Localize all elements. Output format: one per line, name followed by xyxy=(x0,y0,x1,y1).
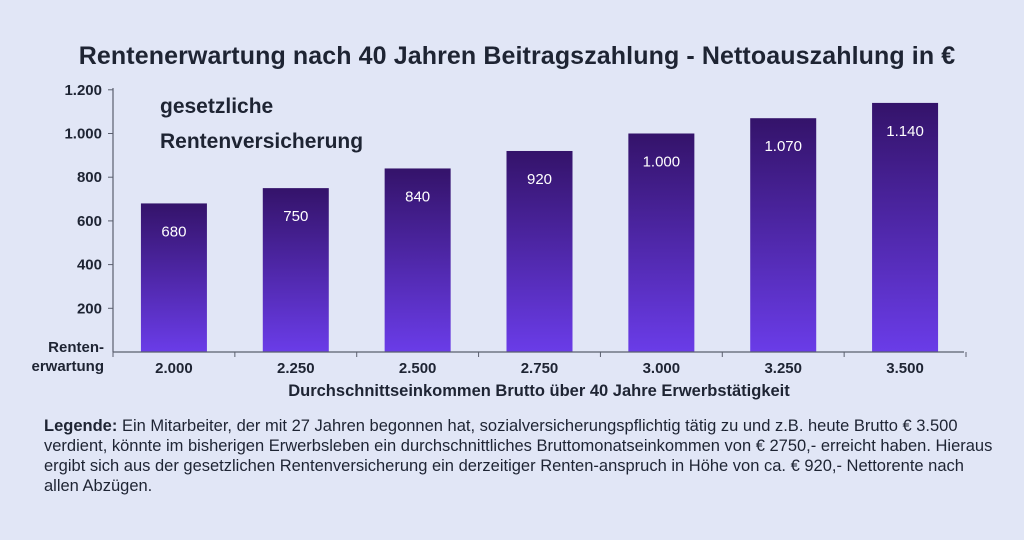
bar xyxy=(384,168,451,352)
bar xyxy=(506,150,573,352)
y-axis-label-line-1: Renten- xyxy=(48,339,104,356)
bar xyxy=(628,133,695,352)
x-tick-label: 2.750 xyxy=(521,360,559,377)
x-tick-label: 2.000 xyxy=(155,360,193,377)
y-axis-label-line-2: erwartung xyxy=(31,358,104,375)
x-axis-label: Durchschnittseinkommen Brutto über 40 Ja… xyxy=(288,382,790,400)
legend-label: Legende: xyxy=(44,417,118,435)
bar-value-label: 680 xyxy=(161,223,186,240)
y-axis-ticks: 200 400 600 800 1.000 1.200 xyxy=(64,82,113,317)
y-tick-label: 200 xyxy=(77,300,102,317)
y-tick-label: 1.200 xyxy=(64,82,102,99)
bar-value-label: 920 xyxy=(527,171,552,188)
legend-body: Ein Mitarbeiter, der mit 27 Jahren begon… xyxy=(44,417,993,495)
bars: 680 750 840 920 1.000 1.070 1.140 xyxy=(140,102,939,352)
bar-value-label: 750 xyxy=(283,208,308,225)
y-tick-label: 800 xyxy=(77,169,102,186)
bar-value-label: 1.070 xyxy=(764,138,802,155)
bar-value-label: 840 xyxy=(405,188,430,205)
bar xyxy=(262,188,329,352)
annotation-line-2: Rentenversicherung xyxy=(160,130,363,153)
chart-annotation: gesetzliche Rentenversicherung xyxy=(160,95,363,153)
y-tick-label: 600 xyxy=(77,213,102,230)
bar xyxy=(750,118,817,352)
x-tick-label: 2.500 xyxy=(399,360,437,377)
bar-value-label: 1.140 xyxy=(886,123,924,140)
annotation-line-1: gesetzliche xyxy=(160,95,273,118)
bar xyxy=(140,203,207,352)
axes xyxy=(112,88,964,353)
chart-title: Rentenerwartung nach 40 Jahren Beitragsz… xyxy=(78,42,956,70)
y-tick-label: 1.000 xyxy=(64,126,102,143)
x-tick-label: 3.000 xyxy=(643,360,681,377)
y-tick-label: 400 xyxy=(77,257,102,274)
legend-text: Legende: Ein Mitarbeiter, der mit 27 Jah… xyxy=(44,416,994,496)
x-tick-label: 3.250 xyxy=(764,360,802,377)
x-tick-label: 2.250 xyxy=(277,360,315,377)
x-tick-label: 3.500 xyxy=(886,360,924,377)
bar xyxy=(872,102,939,352)
x-axis-ticks: 2.000 2.250 2.500 2.750 3.000 3.250 3.500 xyxy=(112,352,967,377)
bar-value-label: 1.000 xyxy=(643,154,681,171)
bar-chart: gesetzliche Rentenversicherung 200 400 600… xyxy=(31,82,967,400)
